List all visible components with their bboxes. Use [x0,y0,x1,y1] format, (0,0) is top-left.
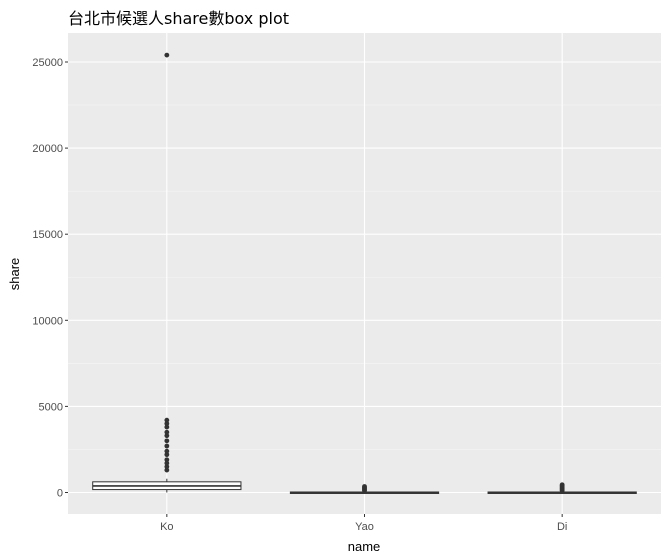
outlier-point [164,467,170,473]
y-tick-label: 0 [57,488,63,500]
outlier-point [362,484,367,489]
x-axis-ticks: Ko Yao Di [160,514,567,533]
outlier-point [164,460,170,466]
outlier-point [164,424,170,430]
y-tick-label: 5000 [39,401,63,413]
y-axis-ticks: 0 5000 10000 15000 20000 25000 [32,57,68,500]
outlier-point [164,457,170,463]
outlier-point [164,417,170,423]
x-tick-label: Di [557,521,567,533]
y-axis-title: share [7,258,22,291]
outlier-point [164,433,170,439]
x-tick-label: Ko [160,521,173,533]
y-tick-label: 15000 [32,229,63,241]
outlier-point [164,452,170,458]
box-yao [289,484,440,494]
outlier-point [164,52,170,58]
box-di [487,482,637,494]
outlier-point [164,464,170,470]
outlier-point [164,421,170,427]
outlier-point [164,448,170,454]
chart-title: 台北市候選人share數box plot [68,9,290,28]
outlier-point [559,482,565,488]
y-tick-label: 25000 [32,57,63,69]
box-ko [92,52,242,493]
outlier-point [164,429,170,435]
outlier-point [164,438,170,444]
x-tick-label: Yao [355,521,374,533]
box-series [92,52,637,494]
x-axis-title: name [348,539,381,554]
outlier-point [164,443,170,449]
y-tick-label: 20000 [32,143,63,155]
y-tick-label: 10000 [32,315,63,327]
